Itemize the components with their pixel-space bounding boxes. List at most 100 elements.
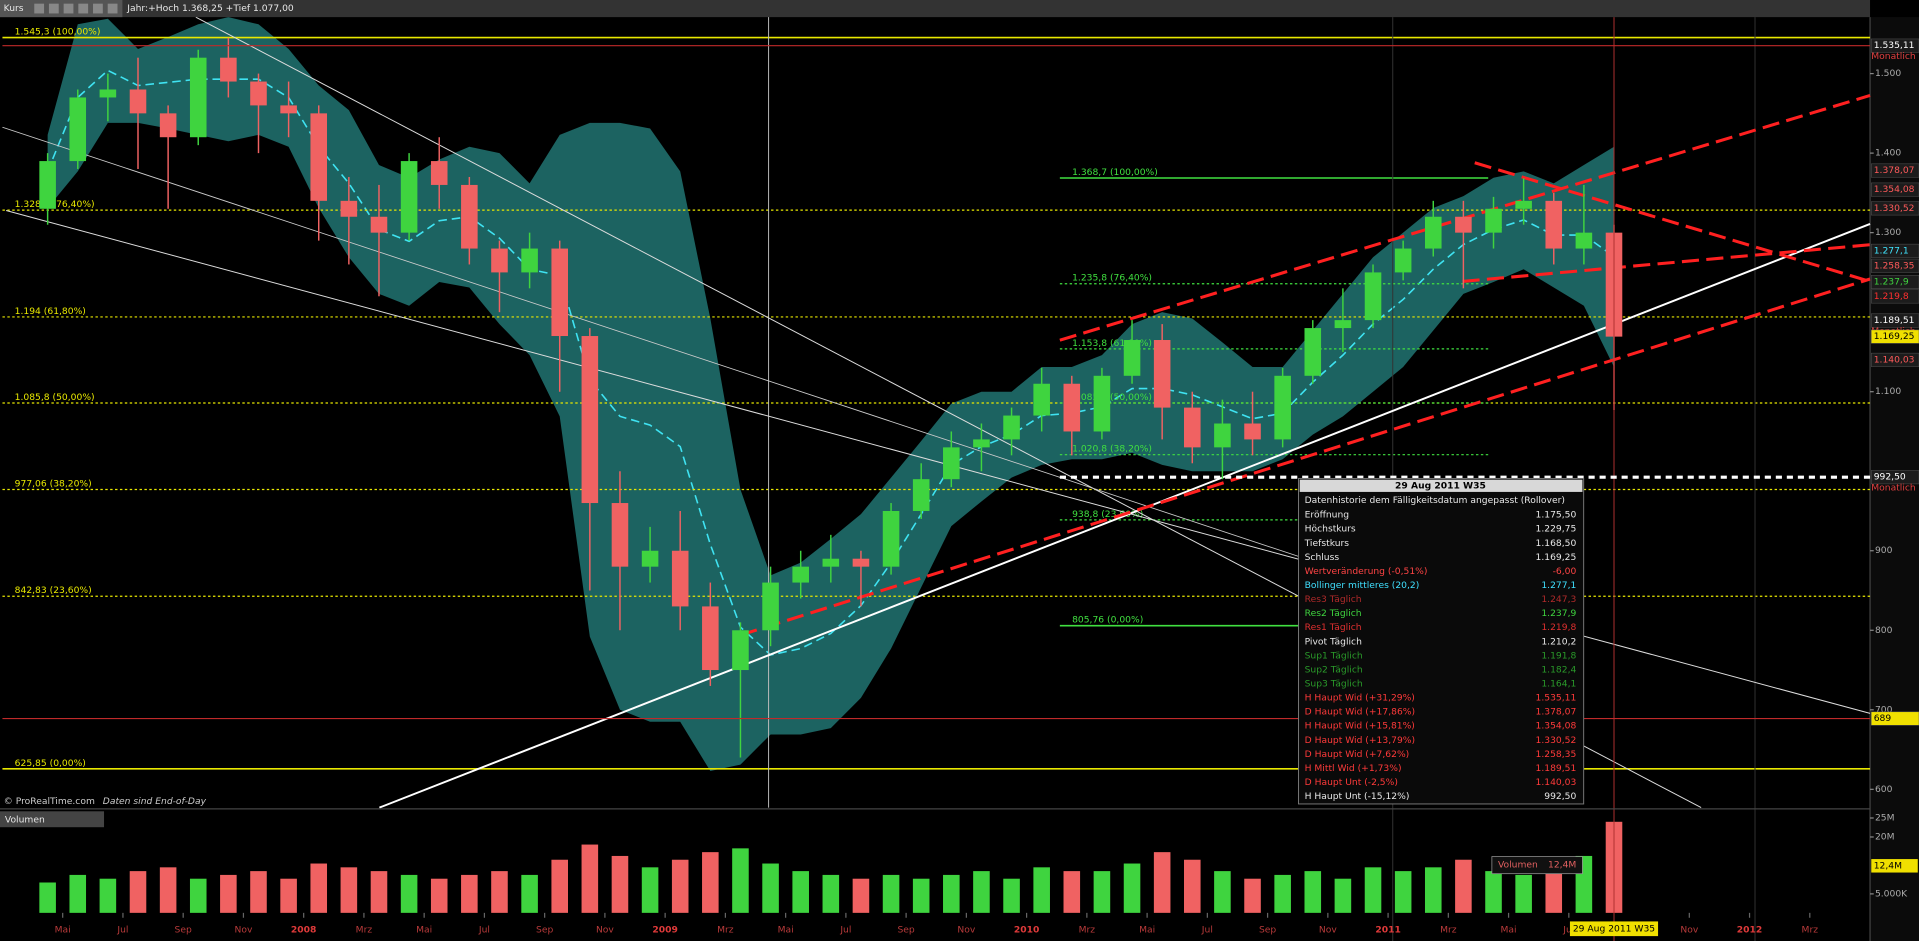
x-tick-label: Jul (1201, 924, 1213, 935)
icon[interactable] (93, 3, 103, 14)
volume-bar (1274, 874, 1291, 913)
x-tick-label: Nov (234, 924, 252, 935)
volume-bar (69, 874, 87, 913)
tooltip-row-label: Sup1 Täglich (1305, 650, 1363, 661)
price-marker-label: 1.140,03 (1874, 354, 1915, 365)
volume-bar (1063, 871, 1081, 913)
price-marker-label: 1.535,11 (1874, 40, 1915, 51)
y-tick-label: 1.500 (1875, 68, 1901, 79)
fib-label: 1.085,8 (50,00%) (1072, 392, 1152, 403)
icon[interactable] (107, 3, 118, 14)
candle-body (1545, 200, 1563, 249)
volume-bar (250, 871, 267, 913)
tooltip-row-label: Pivot Täglich (1305, 636, 1362, 647)
x-tick-label: Jul (116, 924, 128, 935)
fib-label: 1.085,8 (50,00%) (15, 392, 95, 403)
candle-body (702, 606, 719, 671)
candle-body (1184, 407, 1201, 448)
volume-bar (822, 874, 840, 913)
tooltip-row-label: H Mittl Wid (+1,73%) (1305, 763, 1402, 774)
fib-label: 938,8 (23,60%) (1072, 509, 1143, 520)
icon[interactable] (63, 3, 74, 14)
volume-tooltip-label: Volumen (1498, 860, 1538, 871)
candle-body (250, 81, 267, 106)
candle-body (521, 248, 538, 273)
volume-tick-label: 25M (1875, 812, 1895, 823)
tooltip-row-label: Sup2 Täglich (1305, 664, 1363, 675)
candle-body (1334, 320, 1352, 329)
price-marker-label: 1.237,9 (1874, 277, 1909, 288)
fib-label: 1.545,3 (100,00%) (15, 27, 101, 38)
volume-tooltip: Volumen 12,4M (1491, 856, 1583, 875)
volume-bar (1093, 871, 1111, 913)
tooltip-row-value: 1.210,2 (1541, 636, 1576, 647)
candle-body (792, 566, 809, 583)
tooltip-row-value: 1.168,50 (1536, 538, 1577, 549)
candle-body (129, 89, 147, 114)
x-tick-label: 2011 (1375, 924, 1400, 935)
tooltip-row-value: 1.237,9 (1541, 608, 1576, 619)
price-marker-box (1871, 329, 1919, 344)
fib-label: 1.368,7 (100,00%) (1072, 167, 1158, 178)
volume-bar (943, 874, 960, 913)
volume-bar (1304, 871, 1322, 913)
volume-bar (1545, 867, 1563, 913)
candle-body (882, 510, 900, 567)
fib-label: 1.194 (61,80%) (15, 306, 86, 317)
candle-body (912, 479, 930, 511)
icon[interactable] (48, 3, 59, 14)
x-tick-label: Sep (536, 924, 553, 935)
candle-body (1003, 415, 1020, 440)
x-tick-label: Mrz (356, 924, 373, 935)
y-tick-label: 900 (1875, 545, 1893, 556)
candle-body (310, 113, 328, 201)
y-tick-label: 1.300 (1875, 227, 1901, 238)
toolbar-tab (0, 0, 123, 18)
price-marker-box (1871, 711, 1919, 726)
trend-line (739, 277, 1871, 637)
candle-body (491, 248, 508, 273)
price-marker-label: 992,50 (1874, 472, 1906, 483)
data-note: Daten sind End-of-Day (103, 796, 207, 807)
volume-bar (461, 874, 478, 913)
candle-body (1424, 216, 1442, 249)
x-tick-label: Mrz (1079, 924, 1096, 935)
volume-bar (1394, 871, 1412, 913)
range-info: Jahr:+Hoch 1.368,25 +Tief 1.077,00 (126, 3, 294, 14)
volume-bar (1184, 859, 1201, 913)
volume-bar (762, 863, 779, 913)
price-marker-box (1871, 38, 1919, 53)
volume-bar (1515, 874, 1532, 913)
volume-bar (1424, 867, 1442, 913)
tooltip-subtitle: Datenhistorie dem Fälligkeitsdatum angep… (1305, 495, 1565, 506)
y-tick-label: 700 (1875, 704, 1893, 715)
x-tick-label: Nov (596, 924, 614, 935)
bollinger-middle (46, 69, 1615, 656)
candle-body (1274, 375, 1291, 440)
panel-label: Kurs (4, 3, 24, 14)
x-cursor-label: 29 Aug 2011 W35 (1573, 923, 1655, 934)
icon[interactable] (78, 3, 89, 14)
tooltip-row-value: 1.140,03 (1536, 777, 1577, 788)
candle-body (943, 447, 960, 480)
candle-body (430, 161, 448, 185)
icon[interactable] (34, 3, 45, 14)
tooltip-row-label: Res2 Täglich (1305, 608, 1362, 619)
volume-bar (1455, 859, 1472, 913)
candle-body (762, 582, 779, 631)
volume-bar (611, 855, 629, 913)
price-marker-box (1871, 243, 1919, 258)
candle-body (1214, 423, 1231, 448)
volume-bar (430, 878, 448, 913)
tooltip-row-label: Res3 Täglich (1305, 594, 1362, 605)
tooltip-row-label: Sup3 Täglich (1305, 679, 1363, 690)
tooltip-row-label: H Haupt Wid (+15,81%) (1305, 721, 1415, 732)
volume-bar (1244, 878, 1261, 913)
x-tick-label: Mai (1139, 924, 1155, 935)
volume-bar (581, 844, 599, 913)
price-marker-label: 1.219,8 (1874, 291, 1909, 302)
volume-header (0, 811, 105, 828)
volume-bar (310, 863, 328, 913)
tooltip-row-value: 1.330,52 (1536, 735, 1577, 746)
